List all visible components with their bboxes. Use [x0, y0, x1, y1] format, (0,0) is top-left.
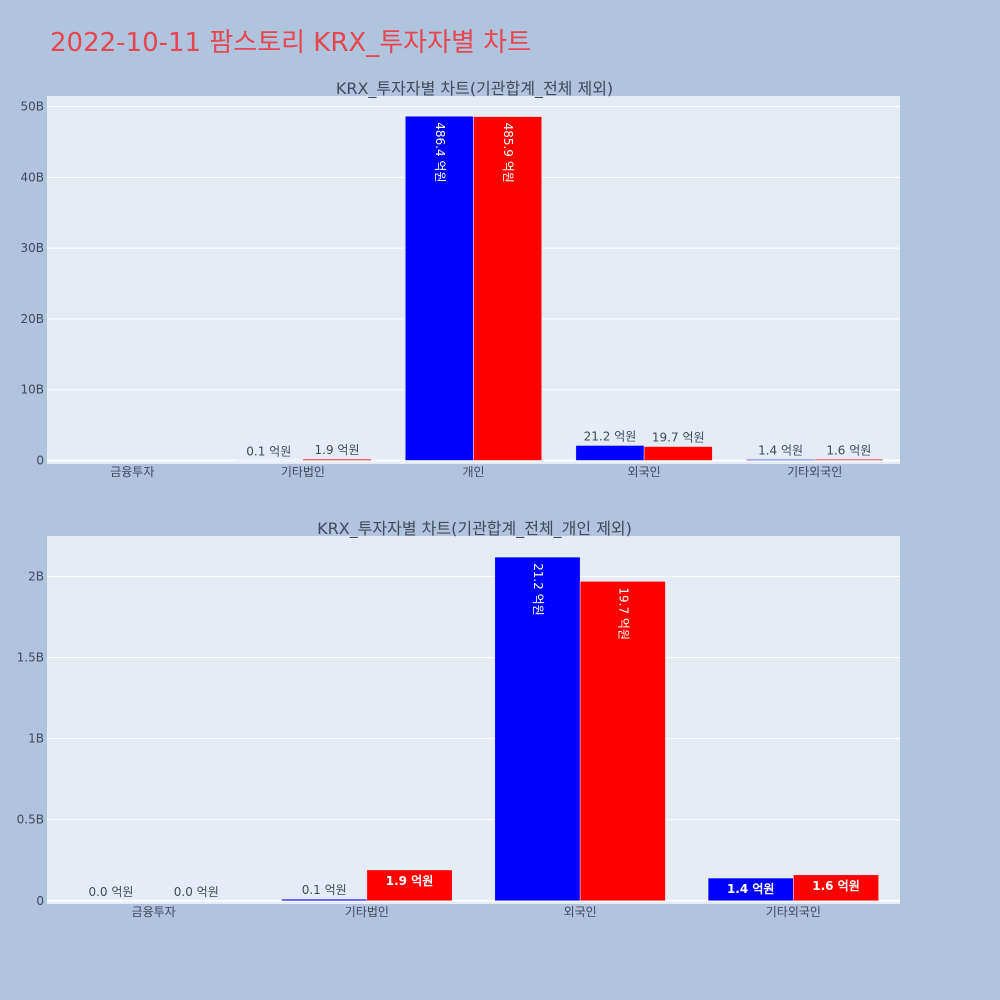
bar-label: 486.4 억원 — [433, 122, 447, 182]
bar — [302, 458, 372, 461]
bar-label: 21.2 억원 — [531, 563, 545, 616]
bar-label: 1.6 억원 — [812, 879, 860, 893]
x-tick-label: 기타법인 — [281, 465, 325, 479]
x-tick-label: 기타법인 — [345, 905, 389, 919]
bar — [281, 898, 368, 902]
x-tick-label: 외국인 — [564, 905, 597, 919]
x-tick-label: 개인 — [462, 465, 484, 479]
y-tick-label: 0 — [36, 453, 44, 467]
bar — [643, 446, 713, 461]
chart-title: KRX_투자자별 차트(기관합계_전체 제외) — [336, 79, 613, 99]
y-tick-label: 40B — [20, 170, 44, 184]
bar — [746, 459, 815, 461]
y-tick-label: 20B — [20, 312, 44, 326]
bar — [405, 115, 474, 461]
bar-label: 21.2 억원 — [584, 429, 637, 443]
y-tick-label: 1.5B — [17, 651, 44, 665]
plot-area — [47, 536, 900, 904]
bar-label: 19.7 억원 — [616, 587, 630, 640]
bar-label: 0.0 억원 — [88, 885, 133, 899]
x-tick-label: 기타외국인 — [787, 465, 842, 479]
y-tick-label: 10B — [20, 383, 44, 397]
bar-label: 1.9 억원 — [386, 874, 434, 888]
bar-label: 0.1 억원 — [302, 883, 347, 897]
bar — [793, 874, 879, 902]
bar-label: 0.0 억원 — [174, 885, 219, 899]
bar-label: 0.1 억원 — [246, 444, 291, 458]
bar-label: 19.7 억원 — [652, 431, 705, 445]
bar — [366, 869, 453, 902]
y-tick-label: 50B — [20, 100, 44, 114]
x-tick-label: 금융투자 — [132, 905, 176, 919]
bar — [494, 556, 581, 902]
x-tick-label: 금융투자 — [110, 465, 154, 479]
x-tick-label: 외국인 — [628, 465, 661, 479]
bar — [579, 581, 666, 902]
y-tick-label: 1B — [28, 732, 44, 746]
bar-label: 1.4 억원 — [758, 443, 803, 457]
y-tick-label: 30B — [20, 241, 44, 255]
bar-label: 1.4 억원 — [727, 882, 775, 896]
x-tick-label: 기타외국인 — [766, 905, 821, 919]
bar — [473, 116, 542, 461]
chart-1: 0 10B 20B 30B 40B 50B KRX_투자자별 차트(기관합계_전체 제외) 금… — [20, 79, 900, 479]
y-tick-label: 0 — [36, 894, 44, 908]
bar-label: 1.6 억원 — [826, 443, 871, 457]
bar — [814, 459, 884, 461]
y-tick-label: 2B — [28, 570, 44, 584]
bar — [575, 445, 645, 461]
bar-label: 485.9 억원 — [501, 123, 515, 183]
page-title: 2022-10-11 팜스토리 KRX_투자자별 차트 — [50, 28, 532, 58]
bar-label: 1.9 억원 — [315, 443, 360, 457]
chart-2: 0 0.5B 1B 1.5B 2B KRX_투자자별 차트(기관합계_전체_개인 제외) 금… — [17, 519, 900, 919]
chart-title: KRX_투자자별 차트(기관합계_전체_개인 제외) — [317, 519, 632, 539]
y-tick-label: 0.5B — [17, 813, 44, 827]
